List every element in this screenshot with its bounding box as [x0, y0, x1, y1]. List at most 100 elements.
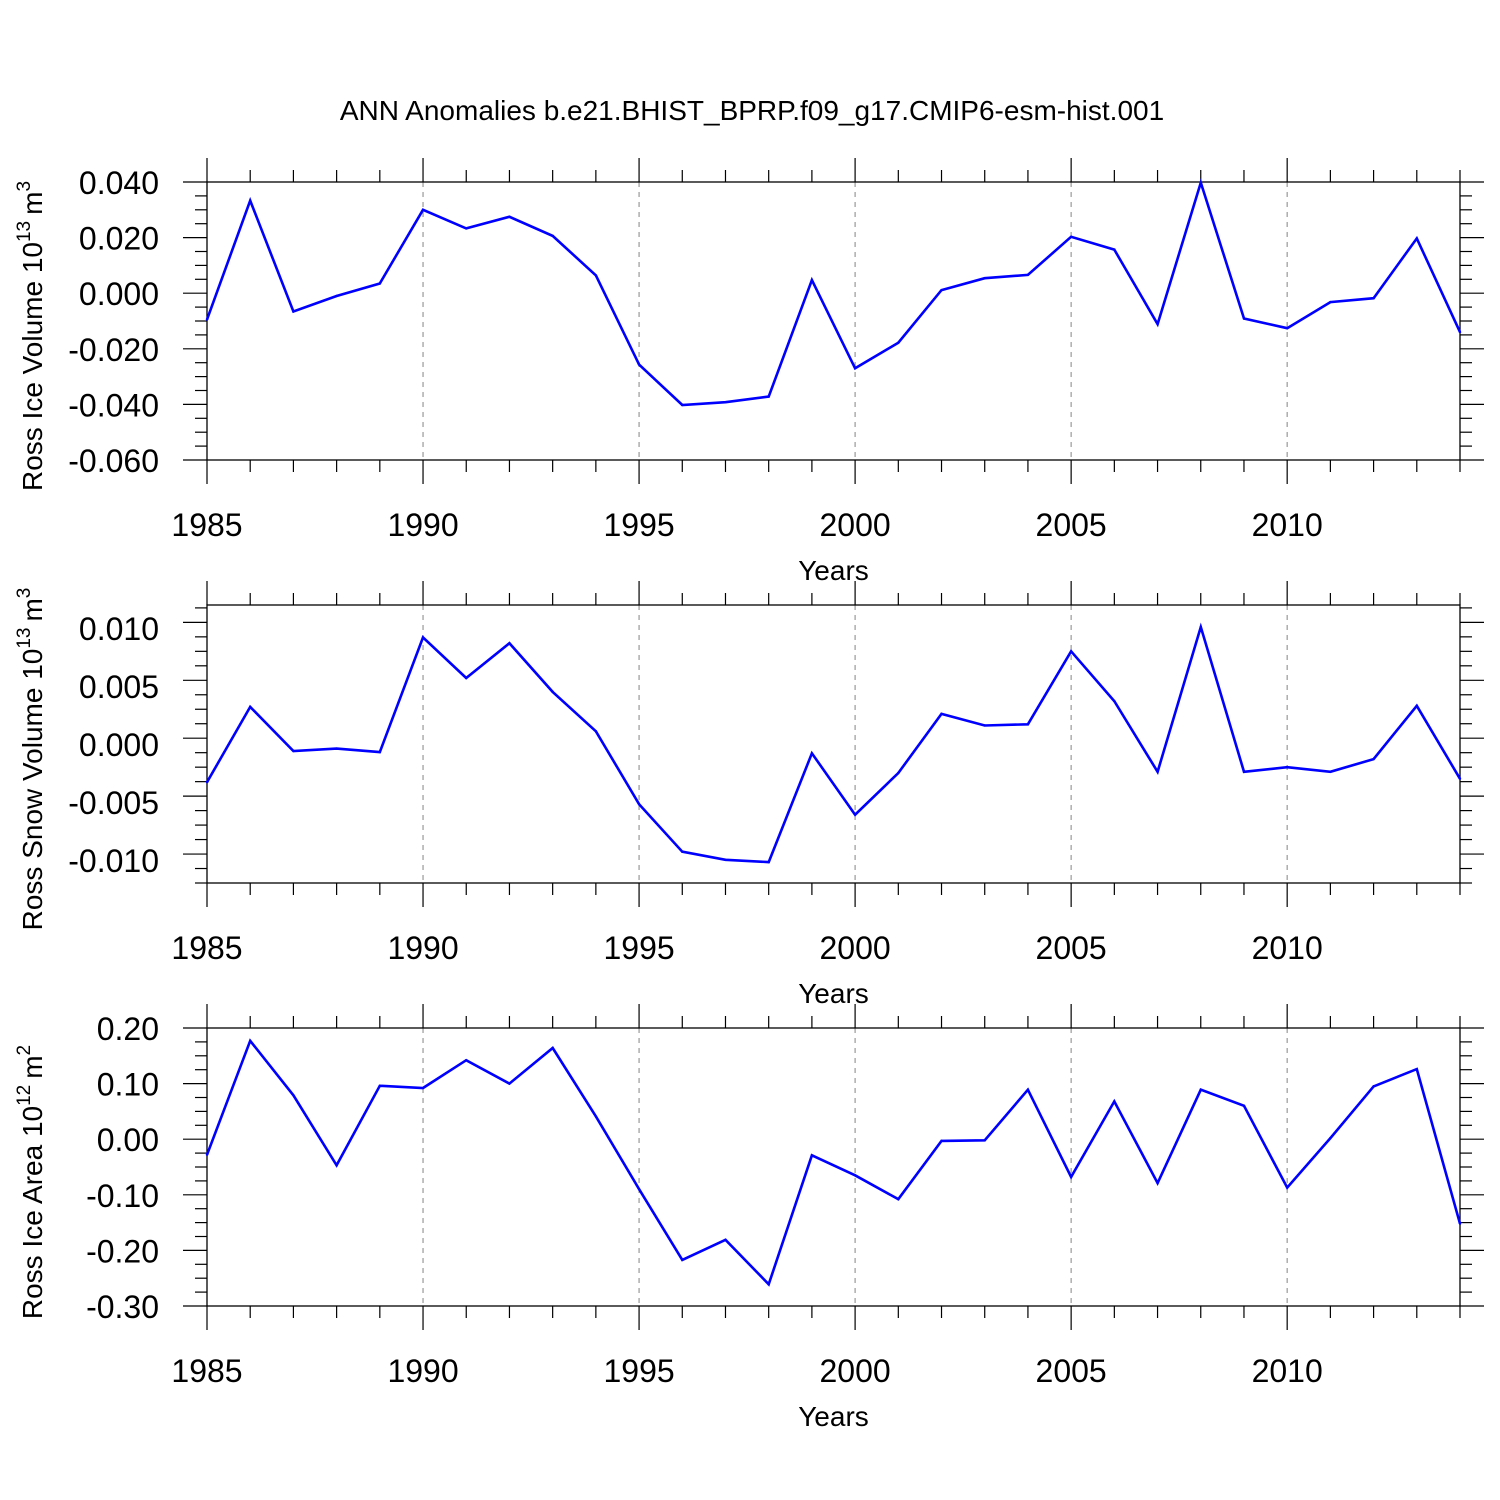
data-point [1242, 1104, 1246, 1108]
y-axis-label-ylabel-text: Ross Ice Area 10 [17, 1106, 48, 1319]
data-point [508, 1082, 511, 1085]
data-point [1199, 625, 1202, 629]
data-point [465, 227, 468, 230]
x-tick-label: 1995 [603, 930, 674, 966]
data-point [1026, 723, 1030, 726]
series-line [205, 178, 1462, 407]
y-tick-label: -0.005 [68, 785, 159, 821]
data-point [292, 1094, 295, 1097]
data-point [983, 1139, 986, 1142]
data-point [1069, 1175, 1073, 1179]
y-tick-label: 0.040 [79, 165, 159, 201]
y-axis-label-ylabel-unit: m [17, 1055, 48, 1078]
x-axis-label: Years [798, 555, 869, 586]
data-point [508, 215, 511, 218]
data-point [1329, 300, 1332, 304]
y-axis-label-ylabel-text: Ross Ice Volume 10 [17, 242, 48, 491]
x-tick-label: 1990 [387, 930, 458, 966]
data-point [1285, 765, 1289, 769]
panel-1: 1985 1990 1995 2000 2005 2010 0.040 0.020 0.000 -… [14, 158, 1484, 586]
data-point [335, 1164, 338, 1167]
x-tick-label: 2000 [820, 930, 891, 966]
y-tick-label: 0.20 [97, 1011, 159, 1047]
data-point [421, 636, 425, 639]
data-point [465, 676, 468, 680]
data-point [1372, 1085, 1375, 1088]
data-point [1156, 1181, 1159, 1185]
data-point [767, 395, 770, 398]
data-point [853, 367, 857, 370]
data-point [421, 1086, 425, 1090]
data-point [1415, 1067, 1418, 1071]
x-tick-label: 1990 [387, 1353, 458, 1389]
data-point [940, 712, 943, 716]
x-tick-label: 2005 [1036, 507, 1107, 543]
x-tick-label: 2010 [1252, 1353, 1323, 1389]
data-point [1458, 1222, 1462, 1225]
data-point [767, 1283, 770, 1286]
data-point [1026, 273, 1030, 277]
plot-frame [206, 604, 1461, 884]
x-tick-label: 2010 [1252, 930, 1323, 966]
data-point [1372, 757, 1375, 761]
data-point [249, 705, 252, 709]
data-point [594, 730, 598, 733]
series-line [205, 1038, 1462, 1287]
data-point [724, 858, 727, 862]
x-axis-label: Years [798, 1401, 869, 1432]
panel-2: 1985 1990 1995 2000 2005 2010 0.010 0.005 0.000 -… [14, 581, 1484, 1009]
data-point [1329, 1136, 1332, 1140]
data-point [637, 803, 641, 806]
data-point [508, 642, 511, 645]
data-point [983, 276, 986, 280]
data-point [1458, 330, 1462, 334]
data-point [1285, 327, 1289, 330]
x-tick-label: 1995 [603, 1353, 674, 1389]
x-tick-label: 2000 [820, 507, 891, 543]
data-point [637, 1188, 641, 1191]
x-axis-label: Years [798, 978, 869, 1009]
y-axis-label: Ross Snow Volume 1013 m3 [14, 588, 48, 931]
data-point [1113, 1100, 1116, 1103]
data-point [378, 282, 382, 285]
y-tick-label: -0.30 [86, 1289, 159, 1325]
data-point [940, 288, 943, 292]
plot-frame [206, 1027, 1461, 1307]
y-tick-label: -0.010 [68, 843, 159, 879]
y-axis-label-ylabel-exp: 13 [14, 628, 35, 649]
data-point [897, 1198, 900, 1201]
y-tick-label: 0.000 [79, 727, 159, 763]
data-point [1415, 704, 1418, 707]
plot-frame [206, 181, 1461, 461]
data-point [1458, 777, 1462, 780]
y-tick-label: -0.060 [68, 443, 159, 479]
data-point [421, 208, 425, 211]
data-point [594, 1115, 598, 1118]
data-point [335, 747, 338, 750]
data-point [205, 318, 209, 321]
y-tick-label: 0.00 [97, 1122, 159, 1158]
x-tick-label: 2005 [1036, 930, 1107, 966]
y-tick-label: 0.10 [97, 1067, 159, 1103]
data-point [249, 1039, 252, 1042]
x-tick-label: 1985 [171, 1353, 242, 1389]
y-axis-label: Ross Ice Volume 1013 m3 [14, 181, 48, 491]
data-point [767, 860, 770, 864]
data-point [810, 752, 814, 755]
x-tick-label: 2000 [820, 1353, 891, 1389]
data-point [1156, 770, 1159, 773]
data-point [378, 750, 382, 754]
data-point [724, 400, 727, 404]
y-tick-label: -0.020 [68, 332, 159, 368]
y-axis-label-ylabel-exp: 13 [14, 221, 35, 242]
y-axis-label: Ross Ice Area 1012 m2 [14, 1045, 48, 1319]
x-tick-label: 1985 [171, 930, 242, 966]
data-point [940, 1139, 943, 1143]
y-axis-label-ylabel-unit: m [17, 192, 48, 215]
data-point [1199, 1088, 1202, 1091]
data-point [1242, 317, 1246, 320]
x-tick-label: 1995 [603, 507, 674, 543]
data-point [1199, 181, 1202, 184]
y-axis-label-ylabel-unit-exp: 3 [14, 181, 35, 192]
data-point [681, 403, 684, 407]
